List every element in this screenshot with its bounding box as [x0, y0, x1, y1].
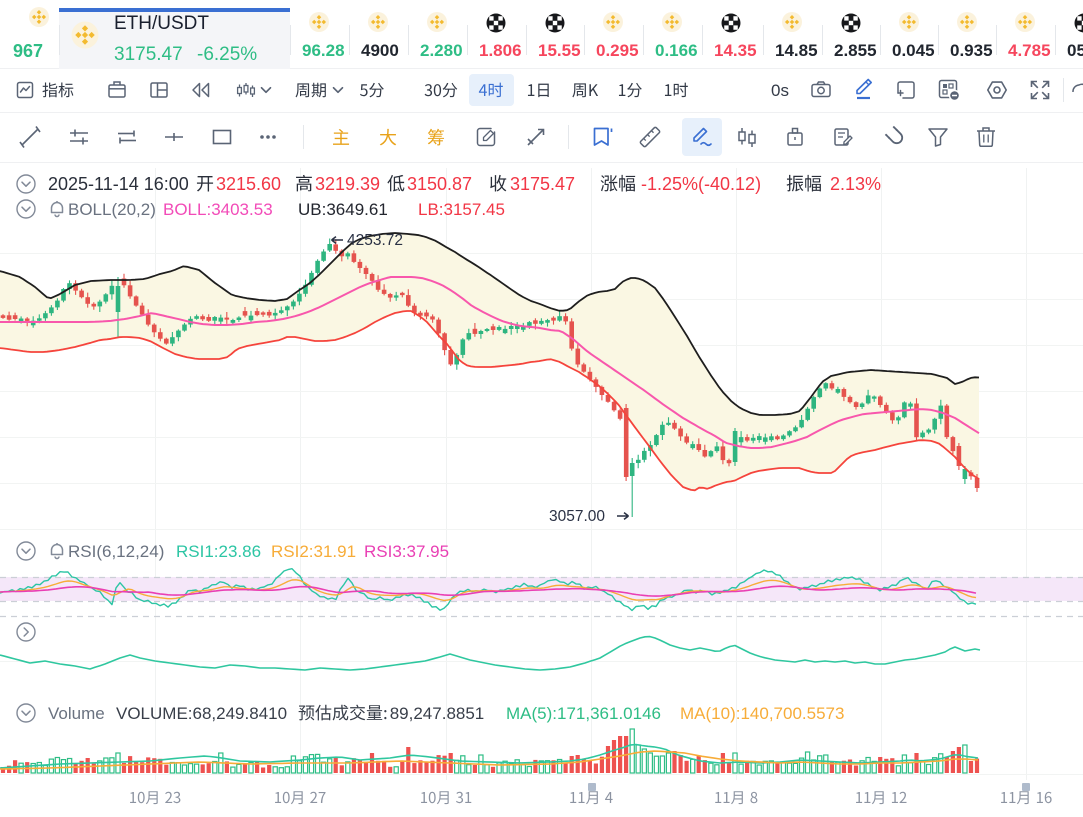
svg-text:RSI1:23.86: RSI1:23.86: [176, 542, 261, 561]
svg-text:ETH/USDT: ETH/USDT: [114, 13, 209, 34]
svg-text:0.935: 0.935: [950, 41, 993, 60]
svg-text:89,247.8851: 89,247.8851: [390, 704, 485, 723]
svg-text:3057.00: 3057.00: [549, 508, 605, 525]
svg-text:LB:3157.45: LB:3157.45: [418, 200, 505, 219]
svg-text:0.045: 0.045: [892, 41, 935, 60]
svg-text:3219.39: 3219.39: [315, 174, 380, 194]
svg-text:MA(5):171,361.0146: MA(5):171,361.0146: [506, 704, 661, 723]
svg-text:-6.25%: -6.25%: [197, 44, 257, 65]
svg-text:3175.47: 3175.47: [114, 44, 183, 65]
svg-text:UB:3649.61: UB:3649.61: [298, 200, 388, 219]
svg-text:Volume: Volume: [48, 704, 105, 723]
svg-text:3215.60: 3215.60: [216, 174, 281, 194]
svg-text:MA(10):140,700.5573: MA(10):140,700.5573: [680, 704, 844, 723]
svg-text:BOLL:3403.53: BOLL:3403.53: [163, 200, 273, 219]
svg-text:1.806: 1.806: [479, 41, 522, 60]
svg-text:4253.72: 4253.72: [347, 232, 403, 249]
svg-text:96.28: 96.28: [302, 41, 345, 60]
svg-text:14.85: 14.85: [775, 41, 818, 60]
svg-text:15.55: 15.55: [538, 41, 581, 60]
svg-text:05: 05: [1067, 41, 1083, 60]
svg-text:0.166: 0.166: [655, 41, 698, 60]
svg-text:VOLUME:68,249.8410: VOLUME:68,249.8410: [116, 704, 287, 723]
svg-text:BOLL(20,2): BOLL(20,2): [68, 200, 156, 219]
svg-text:2025-11-14 16:00: 2025-11-14 16:00: [48, 174, 189, 194]
svg-text:3150.87: 3150.87: [407, 174, 472, 194]
svg-text:0s: 0s: [771, 81, 789, 100]
svg-text:RSI3:37.95: RSI3:37.95: [364, 542, 449, 561]
svg-text:2.13%: 2.13%: [830, 174, 881, 194]
svg-text:14.35: 14.35: [714, 41, 757, 60]
svg-text:4900: 4900: [361, 41, 399, 60]
svg-text:967: 967: [13, 41, 43, 61]
svg-text:-1.25%(-40.12): -1.25%(-40.12): [641, 174, 761, 194]
svg-text:RSI(6,12,24): RSI(6,12,24): [68, 542, 164, 561]
svg-text:RSI2:31.91: RSI2:31.91: [271, 542, 356, 561]
svg-text:2.280: 2.280: [420, 41, 463, 60]
svg-text:2.855: 2.855: [834, 41, 877, 60]
svg-text:4.785: 4.785: [1008, 41, 1051, 60]
svg-text:3175.47: 3175.47: [510, 174, 575, 194]
svg-text:0.295: 0.295: [596, 41, 639, 60]
